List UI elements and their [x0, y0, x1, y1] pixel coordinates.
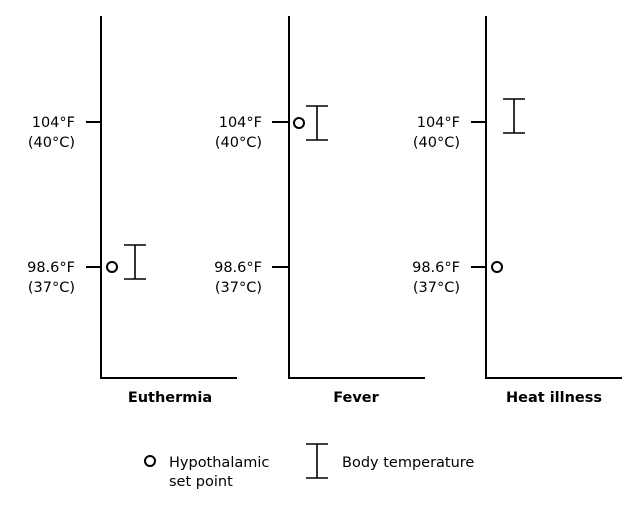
- panel-fever: 104°F (40°C) 98.6°F (37°C) Fever: [214, 16, 425, 406]
- panel-euthermia: 104°F (40°C) 98.6°F (37°C) Euthermia: [27, 16, 237, 406]
- legend-body-temperature-icon: [306, 443, 328, 479]
- tick-label-98-6-f: 98.6°F: [27, 260, 75, 276]
- set-point-marker: [293, 117, 305, 129]
- body-temperature-marker: [306, 105, 328, 141]
- legend-set-point-icon: [144, 455, 156, 467]
- panel-title: Heat illness: [506, 390, 602, 406]
- legend-body-temperature-label: Body temperature: [342, 455, 474, 471]
- tick-label-98-6-c: (37°C): [28, 280, 75, 296]
- set-point-marker: [491, 261, 503, 273]
- body-temperature-marker: [503, 98, 525, 134]
- tick-label-98-6-c: (37°C): [215, 280, 262, 296]
- tick-label-98-6-f: 98.6°F: [412, 260, 460, 276]
- tick-label-104-c: (40°C): [215, 135, 262, 151]
- panel-heat-illness: 104°F (40°C) 98.6°F (37°C) Heat illness: [412, 16, 622, 406]
- tick-label-98-6-f: 98.6°F: [214, 260, 262, 276]
- panel-title: Fever: [333, 390, 379, 406]
- legend: Hypothalamic set point Body temperature: [144, 443, 474, 490]
- set-point-marker: [106, 261, 118, 273]
- tick-label-104-f: 104°F: [417, 115, 460, 131]
- legend-set-point-label-line2: set point: [169, 474, 233, 490]
- legend-set-point-label-line1: Hypothalamic: [169, 455, 269, 471]
- tick-label-98-6-c: (37°C): [413, 280, 460, 296]
- tick-label-104-f: 104°F: [32, 115, 75, 131]
- panel-title: Euthermia: [128, 390, 212, 406]
- tick-label-104-c: (40°C): [413, 135, 460, 151]
- body-temperature-marker: [124, 244, 146, 280]
- tick-label-104-c: (40°C): [28, 135, 75, 151]
- tick-label-104-f: 104°F: [219, 115, 262, 131]
